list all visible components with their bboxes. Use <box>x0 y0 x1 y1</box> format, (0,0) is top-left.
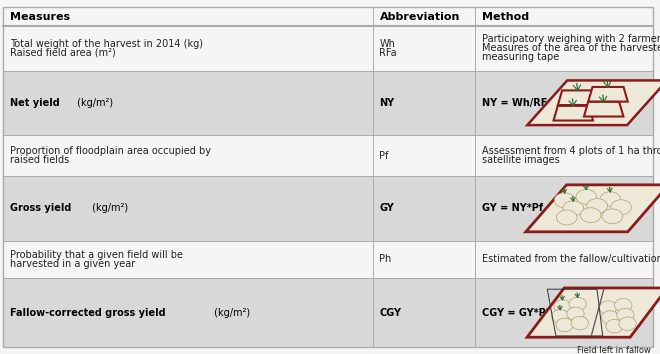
Ellipse shape <box>616 308 634 322</box>
Ellipse shape <box>601 311 619 324</box>
Text: Participatory weighing with 2 farmers: Participatory weighing with 2 farmers <box>482 34 660 44</box>
Bar <box>3 26 653 70</box>
Text: Measures: Measures <box>10 12 70 22</box>
Polygon shape <box>588 87 628 102</box>
Polygon shape <box>584 102 624 116</box>
Text: measuring tape: measuring tape <box>482 52 559 62</box>
Text: Total weight of the harvest in 2014 (kg): Total weight of the harvest in 2014 (kg) <box>10 39 203 49</box>
Ellipse shape <box>576 189 597 204</box>
Text: Proportion of floodplain area occupied by: Proportion of floodplain area occupied b… <box>10 146 211 156</box>
Text: Wh: Wh <box>379 39 395 49</box>
Ellipse shape <box>556 318 574 332</box>
Text: NY: NY <box>379 98 395 108</box>
Text: CGY = GY*Ph: CGY = GY*Ph <box>482 308 552 318</box>
Ellipse shape <box>571 316 589 330</box>
Text: Measures of the area of the harvested fields using a: Measures of the area of the harvested fi… <box>482 43 660 53</box>
Text: harvested in a given year: harvested in a given year <box>10 259 135 269</box>
Text: Assessment from 4 plots of 1 ha through Google Earth: Assessment from 4 plots of 1 ha through … <box>482 146 660 156</box>
Text: CGY: CGY <box>379 308 401 318</box>
Text: Probability that a given field will be: Probability that a given field will be <box>10 250 183 260</box>
Bar <box>3 7 653 26</box>
Text: raised fields: raised fields <box>10 155 69 165</box>
Text: Fallow-corrected gross yield: Fallow-corrected gross yield <box>10 308 166 318</box>
Bar <box>3 70 653 135</box>
Text: Net yield: Net yield <box>10 98 59 108</box>
Text: (kg/m²): (kg/m²) <box>74 98 114 108</box>
Ellipse shape <box>552 309 569 323</box>
Ellipse shape <box>563 201 583 216</box>
Polygon shape <box>527 80 660 125</box>
Polygon shape <box>527 288 660 337</box>
Ellipse shape <box>599 301 616 314</box>
Text: Estimated from the fallow/cultivation calendar of 8 farmers: Estimated from the fallow/cultivation ca… <box>482 255 660 264</box>
Ellipse shape <box>619 317 636 330</box>
Polygon shape <box>526 185 660 232</box>
Text: Gross yield: Gross yield <box>10 203 71 213</box>
Text: Method: Method <box>482 12 529 22</box>
Ellipse shape <box>567 307 584 321</box>
Ellipse shape <box>606 319 623 333</box>
Text: RFa: RFa <box>379 48 397 58</box>
Text: Ph: Ph <box>379 255 392 264</box>
Ellipse shape <box>602 209 622 224</box>
Bar <box>3 176 653 240</box>
Text: Raised field area (m²): Raised field area (m²) <box>10 48 115 58</box>
Text: GY = NY*Pf: GY = NY*Pf <box>482 203 543 213</box>
Bar <box>3 240 653 278</box>
Bar <box>3 135 653 176</box>
Ellipse shape <box>600 192 620 207</box>
Polygon shape <box>558 90 597 105</box>
Text: satellite images: satellite images <box>482 155 560 165</box>
Text: NY = Wh/RFa: NY = Wh/RFa <box>482 98 553 108</box>
Ellipse shape <box>554 300 571 313</box>
Text: (kg/m²): (kg/m²) <box>211 308 250 318</box>
Text: GY: GY <box>379 203 394 213</box>
Ellipse shape <box>556 210 577 225</box>
Ellipse shape <box>587 199 607 213</box>
Text: (kg/m²): (kg/m²) <box>89 203 128 213</box>
Ellipse shape <box>580 208 601 223</box>
Text: Pf: Pf <box>379 150 389 161</box>
Ellipse shape <box>554 193 575 208</box>
Text: Abbreviation: Abbreviation <box>379 12 460 22</box>
Ellipse shape <box>569 297 586 311</box>
Ellipse shape <box>614 298 632 312</box>
Polygon shape <box>554 106 593 120</box>
Bar <box>3 278 653 347</box>
Ellipse shape <box>610 200 632 215</box>
Text: Field left in fallow: Field left in fallow <box>576 346 650 354</box>
